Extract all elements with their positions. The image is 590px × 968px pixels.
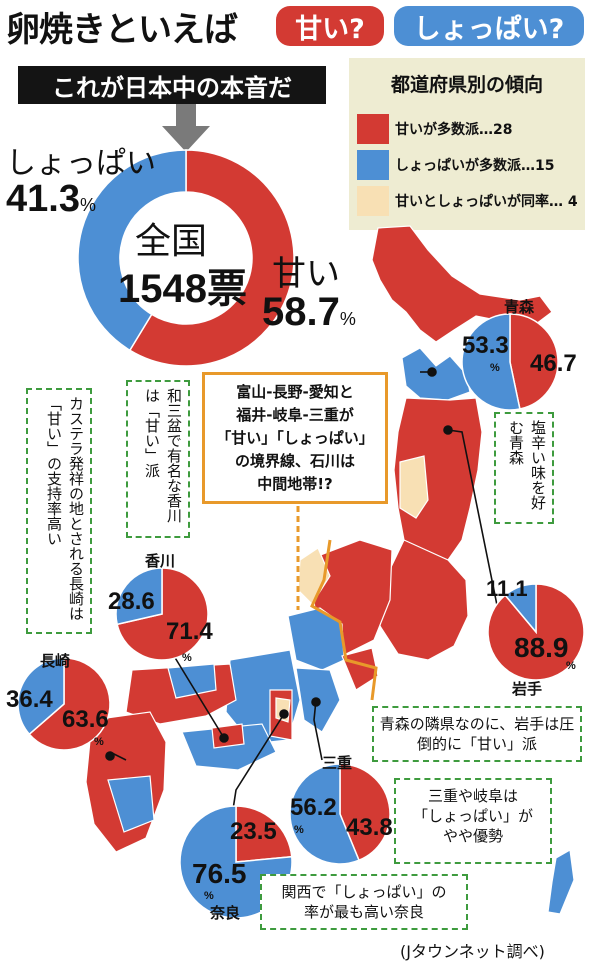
iwate-salty-value: 11.1 bbox=[486, 576, 528, 601]
pref-name-iwate: 岩手 bbox=[512, 681, 543, 698]
aomori-salty-value: 53.3 bbox=[462, 332, 509, 359]
pref-name-mie: 三重 bbox=[322, 755, 353, 772]
note-mie: 三重や岐阜は 「しょっぱい」が やや優勢 bbox=[394, 778, 552, 864]
map-aichi bbox=[341, 647, 379, 691]
callout-line-4: の境界線、石川は bbox=[234, 452, 355, 470]
pie-slice-kagawa-salty bbox=[115, 567, 163, 626]
down-arrow-icon bbox=[162, 104, 210, 152]
legend-swatch-salty bbox=[357, 150, 389, 180]
map-okinawa bbox=[547, 849, 575, 915]
mie-pct: % bbox=[294, 824, 304, 836]
leader-dot-nagasaki bbox=[105, 751, 115, 761]
boundary-callout: 富山-長野-愛知と 福井-岐阜-三重が 「甘い」「しょっぱい」 の境界線、石川は… bbox=[202, 372, 388, 504]
national-total: 1548票 bbox=[118, 267, 247, 311]
note-nara-line-2: 率が最も高い奈良 bbox=[303, 903, 424, 921]
legend-label-sweet: 甘いが多数派…28 bbox=[395, 122, 513, 138]
leader-dot-mie bbox=[311, 697, 321, 707]
note-nara-line-1: 関西で「しょっぱい」の bbox=[281, 883, 447, 901]
iwate-pct: % bbox=[566, 660, 576, 672]
note-aomori: 塩辛い味を好む青森 bbox=[494, 412, 554, 524]
national-salty-label: しょっぱい bbox=[6, 147, 156, 180]
note-iwate: 青森の隣県なのに、岩手は圧倒的に「甘い」派 bbox=[372, 706, 582, 762]
leader-dot-kagawa bbox=[219, 733, 229, 743]
aomori-sweet-value: 46.7 bbox=[530, 350, 577, 377]
pie-hole-national bbox=[120, 192, 252, 324]
callout-line-1: 富山-長野-愛知と bbox=[236, 383, 354, 401]
salty-pill: しょっぱい? bbox=[394, 6, 584, 46]
nagasaki-sweet-value: 63.6 bbox=[62, 706, 109, 733]
callout-line-3: 「甘い」「しょっぱい」 bbox=[216, 429, 374, 447]
kagawa-pct: % bbox=[182, 652, 192, 664]
legend-row-sweet: 甘いが多数派…28 bbox=[357, 114, 512, 144]
leader-dot-iwate bbox=[443, 425, 453, 435]
national-salty-value-text: 41.3 bbox=[6, 178, 80, 220]
leader-dot-aomori bbox=[427, 367, 437, 377]
national-sweet-value-text: 58.7 bbox=[262, 290, 340, 334]
map-tohoku bbox=[393, 397, 483, 561]
iwate-sweet-value: 88.9 bbox=[514, 632, 569, 663]
nagasaki-salty-value: 36.4 bbox=[6, 686, 53, 713]
note-mie-line-2: 「しょっぱい」が bbox=[412, 807, 533, 825]
pref-name-aomori: 青森 bbox=[504, 299, 535, 316]
page-title: 卵焼きといえば bbox=[6, 10, 238, 50]
pie-slice-aomori-salty bbox=[461, 313, 521, 411]
legend-swatch-sweet bbox=[357, 114, 389, 144]
pref-name-nara: 奈良 bbox=[210, 905, 241, 922]
pref-name-nagasaki: 長崎 bbox=[40, 653, 71, 670]
leader-kagawa bbox=[173, 655, 225, 739]
map-chugoku-salty bbox=[167, 663, 217, 699]
pie-slice-nagasaki-salty bbox=[17, 657, 65, 736]
legend: 都道府県別の傾向 甘いが多数派…28 しょっぱいが多数派…15 甘いとしょっぱい… bbox=[349, 58, 585, 230]
mie-salty-value: 56.2 bbox=[290, 794, 337, 821]
sweet-pill: 甘い? bbox=[276, 6, 384, 46]
pref-name-kagawa: 香川 bbox=[145, 553, 176, 570]
pie-slice-nagasaki-sweet bbox=[28, 657, 111, 751]
legend-row-salty: しょっぱいが多数派…15 bbox=[357, 150, 554, 180]
headline-banner: これが日本中の本音だ bbox=[18, 66, 326, 104]
national-sweet-pct: % bbox=[339, 309, 356, 329]
pie-slice-mie-salty bbox=[289, 763, 360, 865]
national-center-label: 全国 bbox=[135, 220, 208, 261]
pie-slice-nara-sweet bbox=[235, 805, 293, 863]
national-salty-pct: % bbox=[79, 195, 96, 215]
source-credit: (Jタウンネット調べ) bbox=[400, 942, 545, 961]
nagasaki-pct: % bbox=[94, 736, 104, 748]
legend-label-tie: 甘いとしょっぱいが同率… 4 bbox=[395, 194, 578, 210]
pie-slice-mie-sweet bbox=[339, 763, 391, 862]
pie-slice-iwate-salty bbox=[504, 583, 537, 635]
nara-sweet-value: 23.5 bbox=[230, 818, 277, 845]
mie-sweet-value: 43.8 bbox=[346, 814, 393, 841]
note-nagasaki: カステラ発祥の地とされる長崎は「甘い」の支持率高い bbox=[26, 388, 92, 634]
callout-line-2: 福井-岐阜-三重が bbox=[236, 406, 354, 424]
national-sweet-label: 甘い bbox=[272, 255, 340, 293]
aomori-pct: % bbox=[490, 362, 500, 374]
legend-label-salty: しょっぱいが多数派…15 bbox=[395, 158, 555, 174]
map-shikoku bbox=[181, 723, 277, 771]
national-sweet-value: 58.7% bbox=[262, 290, 356, 335]
legend-row-tie: 甘いとしょっぱいが同率… 4 bbox=[357, 186, 578, 216]
note-mie-line-3: やや優勢 bbox=[442, 827, 503, 845]
legend-swatch-tie bbox=[357, 186, 389, 216]
nara-salty-value: 76.5 bbox=[192, 858, 247, 889]
leader-dot-nara bbox=[279, 709, 289, 719]
note-nara: 関西で「しょっぱい」の 率が最も高い奈良 bbox=[260, 874, 468, 930]
callout-line-5: 中間地帯!? bbox=[257, 475, 333, 493]
note-kagawa: 和三盆で有名な香川は「甘い」派 bbox=[126, 380, 190, 538]
pie-slice-aomori-sweet bbox=[509, 313, 559, 410]
note-mie-line-1: 三重や岐阜は bbox=[427, 787, 518, 805]
legend-title: 都道府県別の傾向 bbox=[390, 74, 543, 96]
boundary-line bbox=[310, 539, 378, 701]
kagawa-sweet-value: 71.4 bbox=[166, 618, 213, 645]
map-kyushu-salty bbox=[107, 775, 155, 833]
map-tie-yamagata bbox=[399, 455, 429, 519]
national-salty-value: 41.3% bbox=[6, 178, 96, 221]
kagawa-salty-value: 28.6 bbox=[108, 588, 155, 615]
nara-pct: % bbox=[204, 890, 214, 902]
